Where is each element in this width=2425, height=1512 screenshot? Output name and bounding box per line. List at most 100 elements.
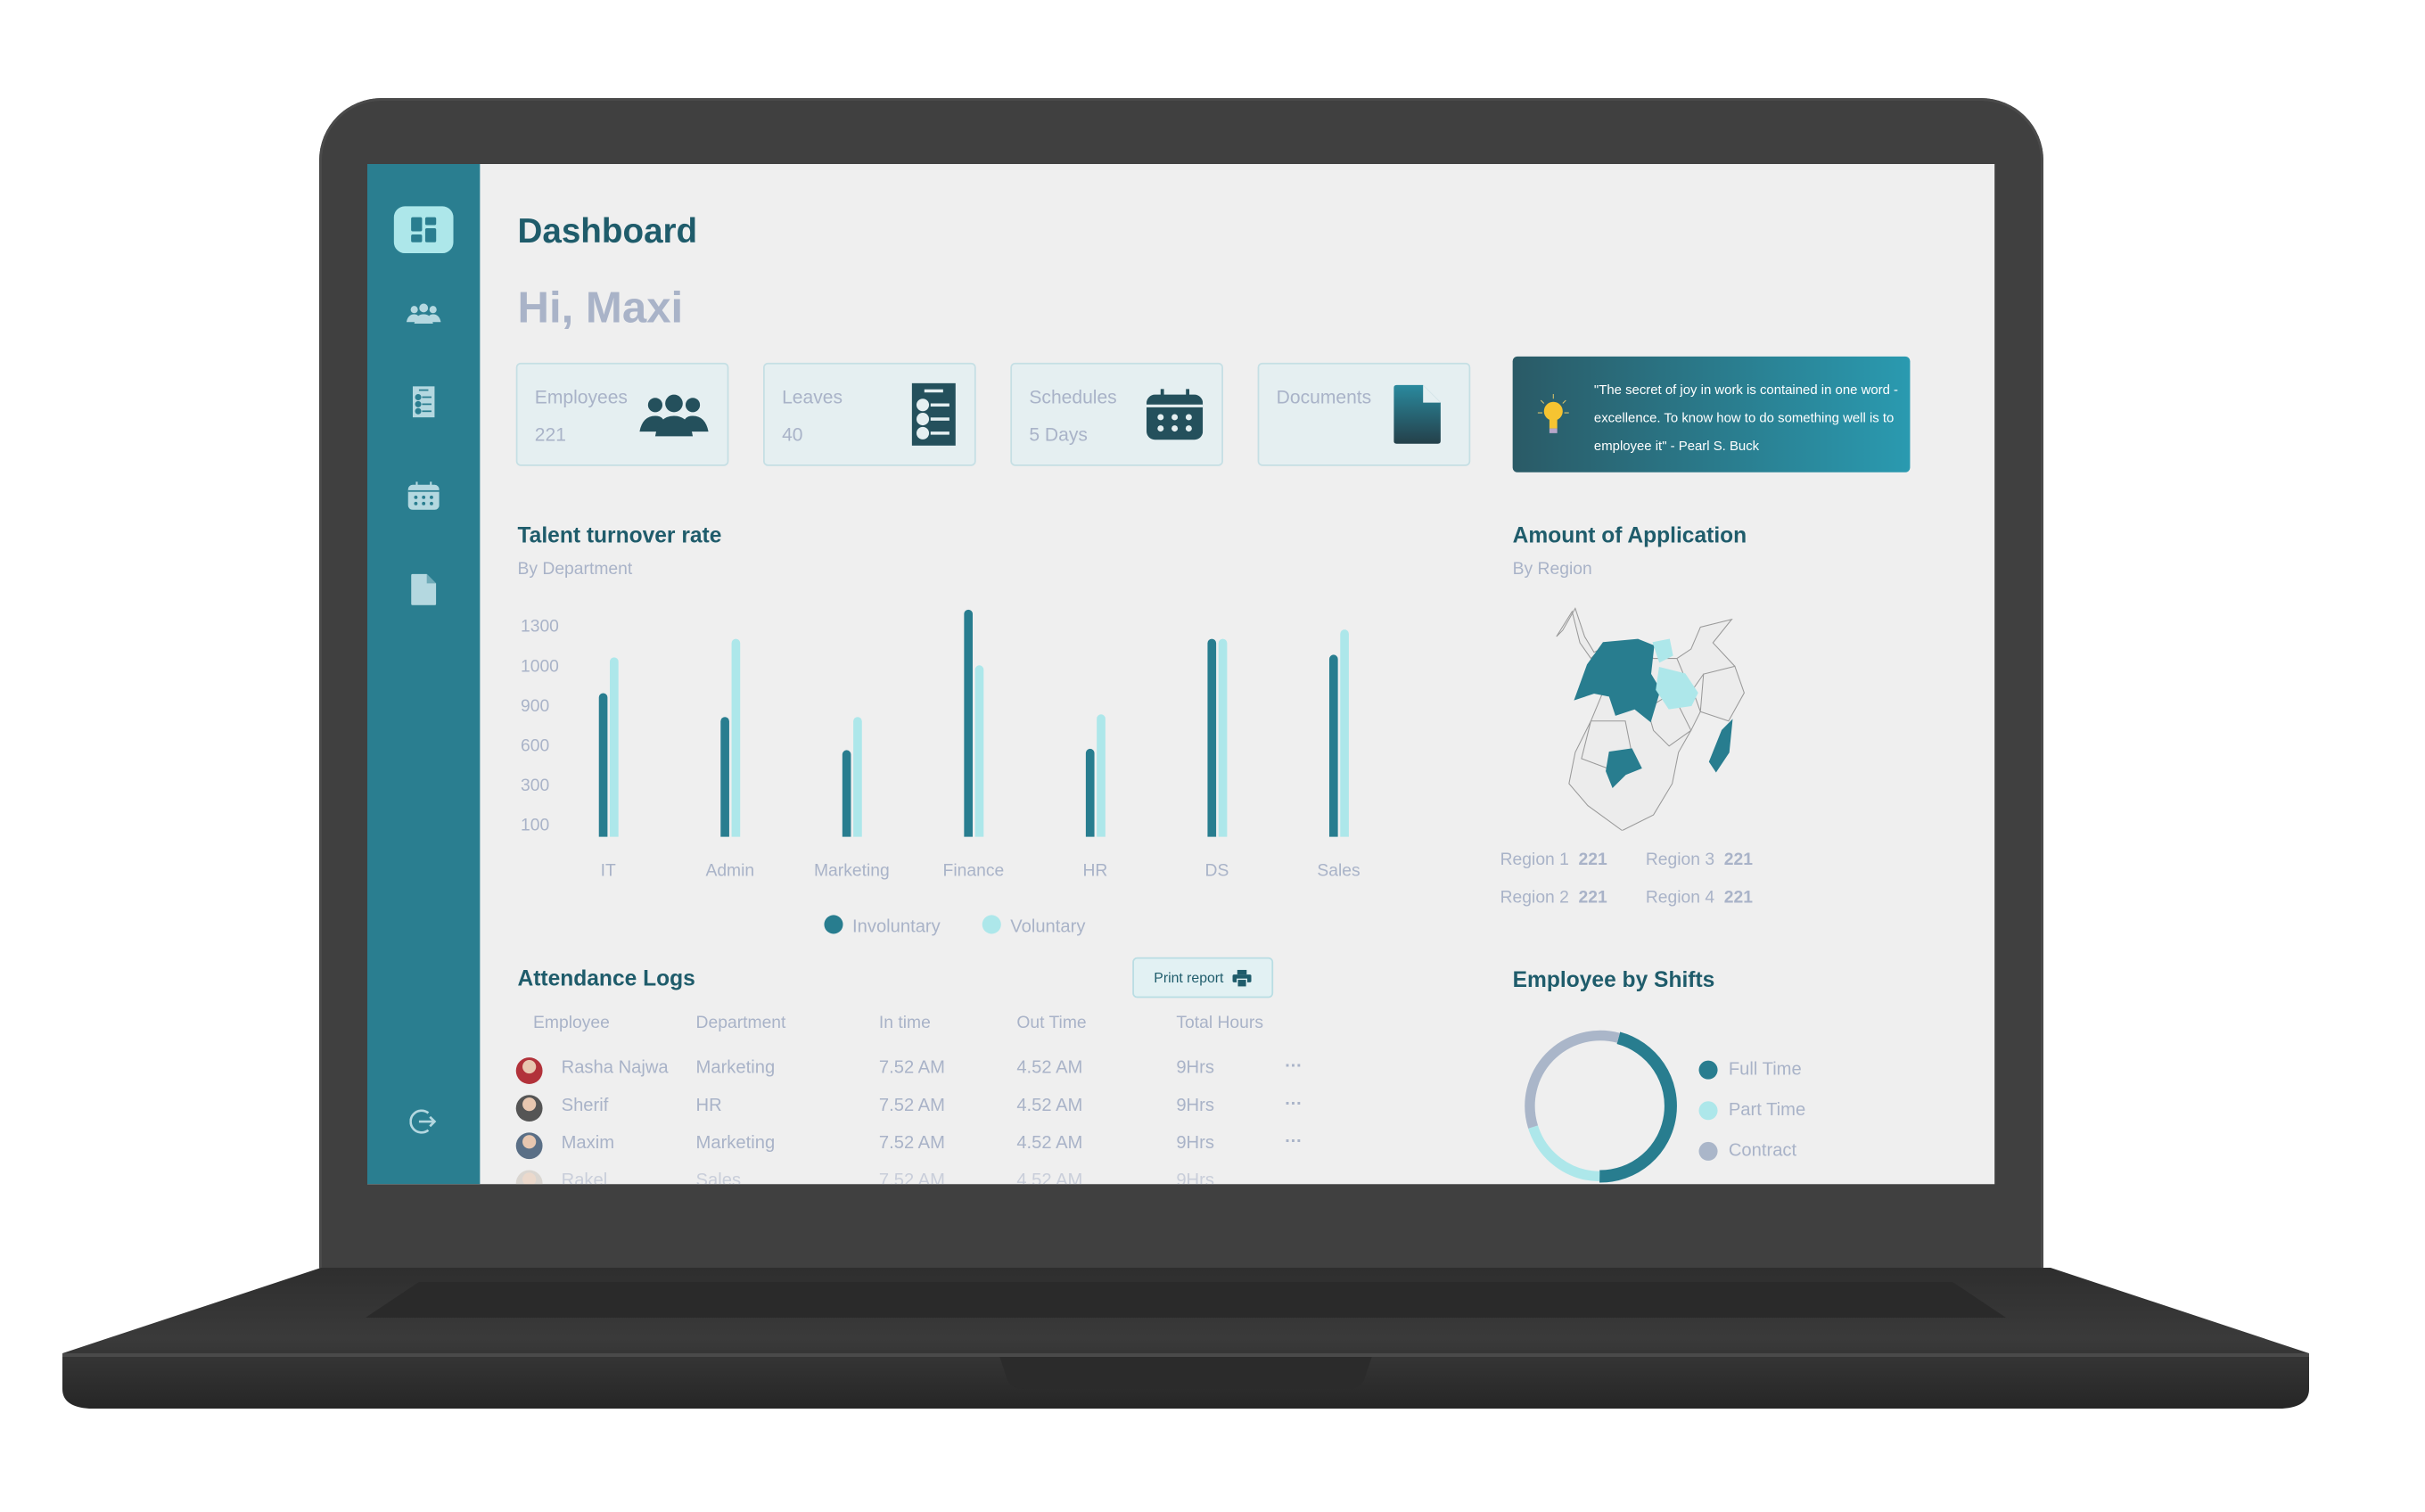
sidebar-item-dashboard[interactable] (393, 206, 454, 254)
bar-involuntary-hr[interactable] (1085, 748, 1095, 837)
printer-icon (1232, 968, 1253, 987)
x-category-label: Admin (705, 862, 754, 881)
people-icon (406, 303, 441, 325)
shifts-title: Employee by Shifts (1512, 966, 1715, 992)
cell-out: 4.52 AM (1016, 1096, 1083, 1116)
avatar (515, 1057, 543, 1084)
cell-dept: Sales (695, 1171, 742, 1185)
sidebar-item-employees[interactable] (394, 291, 454, 338)
cell-dept: Marketing (695, 1058, 776, 1078)
region-stat: Region 2 221 (1500, 889, 1607, 908)
cell-name: Maxim (561, 1134, 615, 1154)
calendar-icon (1146, 389, 1204, 440)
sidebar-item-leaves[interactable] (394, 378, 454, 425)
cell-hours: 9Hrs (1176, 1058, 1214, 1078)
laptop-base (62, 1268, 2309, 1409)
quote-banner: "The secret of joy in work is contained … (1512, 356, 1911, 472)
x-category-label: Finance (943, 862, 1005, 881)
document-icon (411, 573, 437, 605)
bar-involuntary-finance[interactable] (964, 609, 974, 837)
legend-label: Involuntary (852, 917, 941, 937)
region-value: 221 (1723, 888, 1753, 908)
region-label: Region 3 (1645, 850, 1715, 870)
cell-name: Rakel (561, 1171, 608, 1185)
donut-segment-contract[interactable] (1525, 1030, 1620, 1129)
applications-subtitle: By Region (1512, 560, 1592, 579)
x-category-label: DS (1205, 862, 1229, 881)
bar-voluntary-ds[interactable] (1218, 638, 1228, 837)
list-icon (911, 382, 956, 446)
legend-label: Full Time (1728, 1060, 1802, 1080)
legend-label: Part Time (1728, 1101, 1806, 1121)
table-row[interactable]: Rakel Sales 7.52 AM 4.52 AM 9Hrs (508, 1170, 1322, 1185)
y-tick-label: 1300 (521, 618, 559, 637)
bar-voluntary-it[interactable] (610, 657, 619, 837)
document-icon (1393, 384, 1441, 444)
bar-voluntary-hr[interactable] (1097, 714, 1106, 837)
region-value: 221 (1723, 850, 1753, 870)
card-label: Leaves (782, 386, 843, 408)
turnover-bar-chart: 100 300 600 900 1000 1300 IT Admin Marketing Fina… (521, 609, 1360, 937)
leaves-card[interactable]: Leaves 40 (763, 362, 976, 466)
bar-voluntary-finance[interactable] (974, 665, 984, 837)
row-more-icon[interactable]: … (1284, 1052, 1304, 1072)
avatar (515, 1170, 543, 1185)
lightbulb-icon (1537, 393, 1569, 433)
bar-involuntary-ds[interactable] (1207, 638, 1217, 837)
logout-button[interactable] (394, 1098, 454, 1146)
calendar-icon (407, 481, 440, 510)
x-category-label: IT (601, 862, 616, 881)
donut-segment-full-time[interactable] (1599, 1031, 1677, 1183)
y-tick-label: 100 (521, 817, 549, 835)
table-row[interactable]: Sherif HR 7.52 AM 4.52 AM 9Hrs… (508, 1090, 1322, 1126)
schedules-card[interactable]: Schedules 5 Days (1010, 362, 1223, 466)
print-report-label: Print report (1154, 969, 1224, 986)
cell-hours: 9Hrs (1176, 1171, 1214, 1185)
employees-card[interactable]: Employees 221 (515, 362, 729, 466)
column-header: Department (695, 1013, 786, 1033)
y-tick-label: 300 (521, 777, 549, 795)
table-row[interactable]: Maxim Marketing 7.52 AM 4.52 AM 9Hrs… (508, 1128, 1322, 1163)
region-stat: Region 1 221 (1500, 850, 1607, 869)
sidebar-item-schedules[interactable] (394, 472, 454, 520)
bar-involuntary-admin[interactable] (720, 717, 729, 837)
cell-hours: 9Hrs (1176, 1096, 1214, 1116)
documents-card[interactable]: Documents (1257, 362, 1471, 466)
greeting: Hi, Maxi (517, 283, 684, 332)
page-title: Dashboard (517, 210, 698, 251)
legend-swatch (1698, 1060, 1718, 1080)
row-more-icon[interactable]: … (1284, 1089, 1304, 1110)
turnover-title: Talent turnover rate (517, 522, 722, 547)
column-header: Out Time (1016, 1013, 1087, 1033)
bar-involuntary-marketing[interactable] (842, 750, 851, 837)
avatar (515, 1132, 543, 1160)
people-icon (639, 394, 709, 437)
legend-label: Voluntary (1010, 917, 1086, 937)
turnover-subtitle: By Department (517, 560, 633, 579)
sidebar-item-documents[interactable] (394, 566, 454, 613)
region-stat: Region 4 221 (1646, 889, 1753, 908)
bar-voluntary-sales[interactable] (1340, 629, 1349, 837)
bar-involuntary-it[interactable] (598, 693, 608, 837)
cell-in: 7.52 AM (878, 1171, 945, 1185)
bar-voluntary-admin[interactable] (731, 638, 741, 837)
print-report-button[interactable]: Print report (1132, 957, 1274, 998)
cell-dept: Marketing (695, 1134, 776, 1154)
cell-in: 7.52 AM (878, 1058, 945, 1078)
legend-swatch-voluntary (982, 915, 1001, 934)
donut-segment-part-time[interactable] (1528, 1125, 1600, 1182)
card-value: 40 (782, 423, 803, 446)
region-label: Region 1 (1500, 850, 1569, 870)
attendance-title: Attendance Logs (517, 965, 695, 990)
cell-out: 4.52 AM (1016, 1134, 1083, 1154)
applications-title: Amount of Application (1512, 522, 1747, 547)
bar-involuntary-sales[interactable] (1328, 654, 1338, 837)
cell-in: 7.52 AM (878, 1096, 945, 1116)
legend-swatch-involuntary (824, 915, 843, 934)
column-header: Total Hours (1176, 1013, 1263, 1033)
x-category-label: Sales (1317, 862, 1360, 881)
region-map (1556, 607, 1745, 831)
row-more-icon[interactable]: … (1284, 1128, 1304, 1147)
bar-voluntary-marketing[interactable] (853, 717, 862, 837)
table-row[interactable]: Rasha Najwa Marketing 7.52 AM 4.52 AM 9Hrs… (508, 1053, 1322, 1089)
